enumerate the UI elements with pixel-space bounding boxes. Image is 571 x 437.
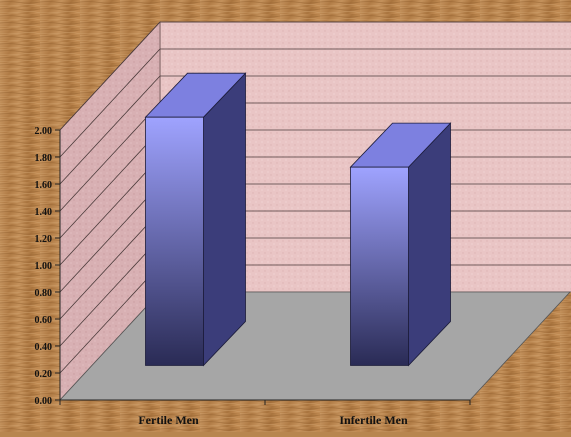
bar bbox=[350, 166, 409, 366]
y-tick-label: 0.20 bbox=[35, 369, 53, 380]
gridline-side bbox=[59, 75, 161, 185]
gridline-side bbox=[59, 237, 161, 347]
x-tick-label: Fertile Men bbox=[138, 413, 199, 427]
gridline-side bbox=[59, 183, 161, 293]
gridline-side bbox=[59, 210, 161, 320]
gridline-side bbox=[59, 48, 161, 158]
gridline-side bbox=[59, 156, 161, 266]
y-tick-label: 1.80 bbox=[35, 153, 53, 164]
gridline-side bbox=[59, 264, 161, 374]
gridline-side bbox=[59, 129, 161, 239]
gridline-side bbox=[59, 102, 161, 212]
y-tick-label: 0.00 bbox=[35, 396, 53, 407]
y-tick-label: 0.80 bbox=[35, 288, 53, 299]
y-tick-label: 1.60 bbox=[35, 180, 53, 191]
x-tick-label: Infertile Men bbox=[339, 413, 408, 427]
y-tick-label: 0.60 bbox=[35, 315, 53, 326]
gridline-side bbox=[59, 21, 161, 131]
y-tick-label: 0.40 bbox=[35, 342, 53, 353]
y-tick-label: 2.00 bbox=[35, 126, 53, 137]
bar-side bbox=[203, 72, 246, 367]
bar bbox=[145, 116, 204, 366]
y-tick-label: 1.00 bbox=[35, 261, 53, 272]
y-tick-label: 1.40 bbox=[35, 207, 53, 218]
y-tick-label: 1.20 bbox=[35, 234, 53, 245]
